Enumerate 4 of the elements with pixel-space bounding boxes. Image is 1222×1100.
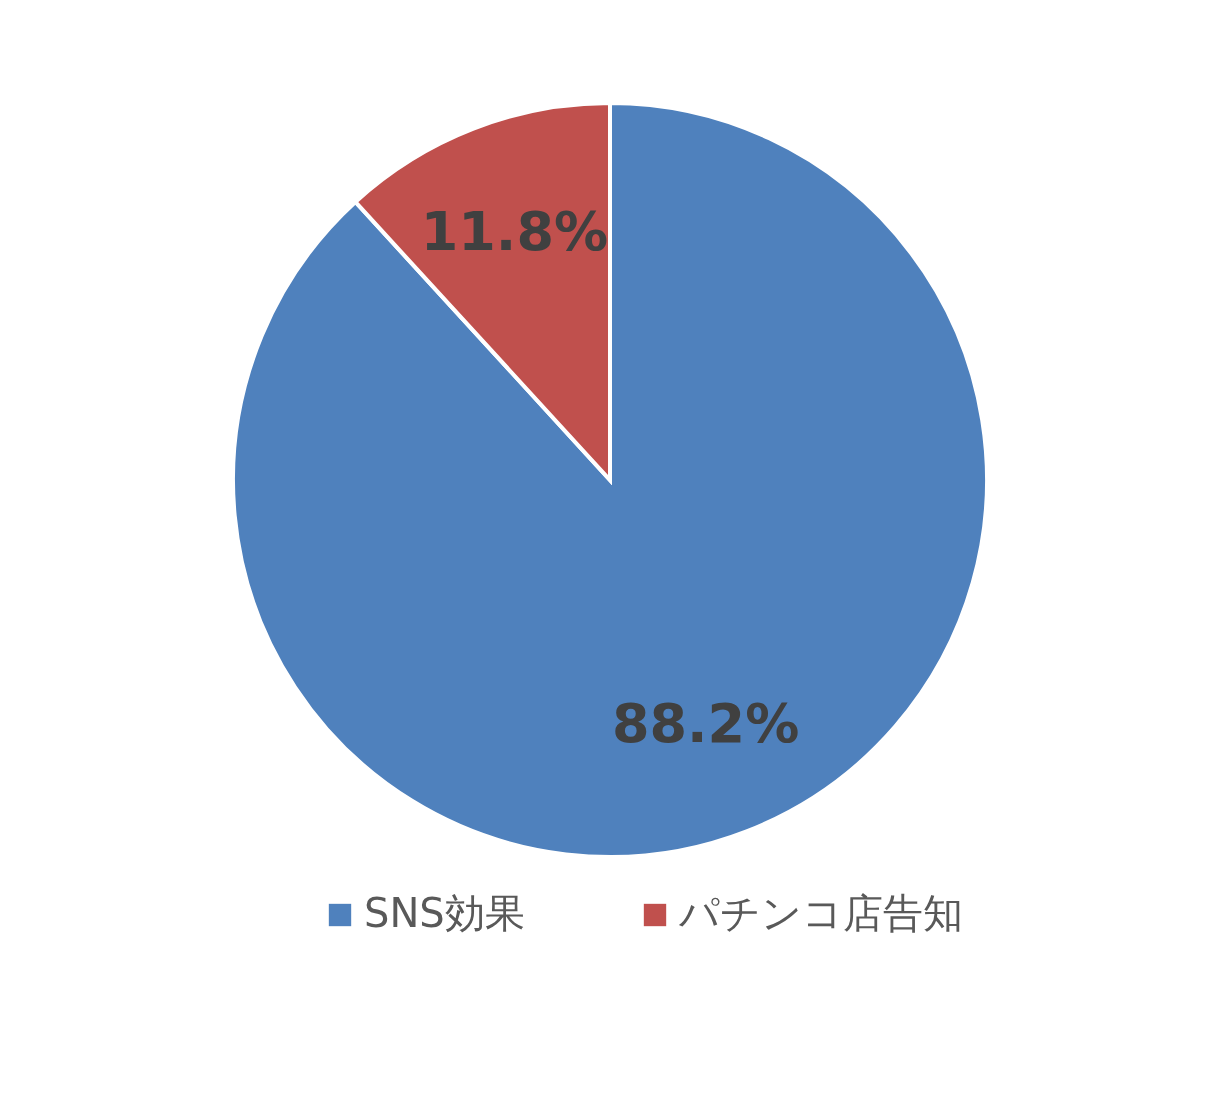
legend-label: パチンコ店告知 [678,890,963,936]
legend-label: SNS効果 [364,890,525,936]
data-label: 88.2% [611,691,800,755]
data-label: 11.8% [420,200,609,264]
